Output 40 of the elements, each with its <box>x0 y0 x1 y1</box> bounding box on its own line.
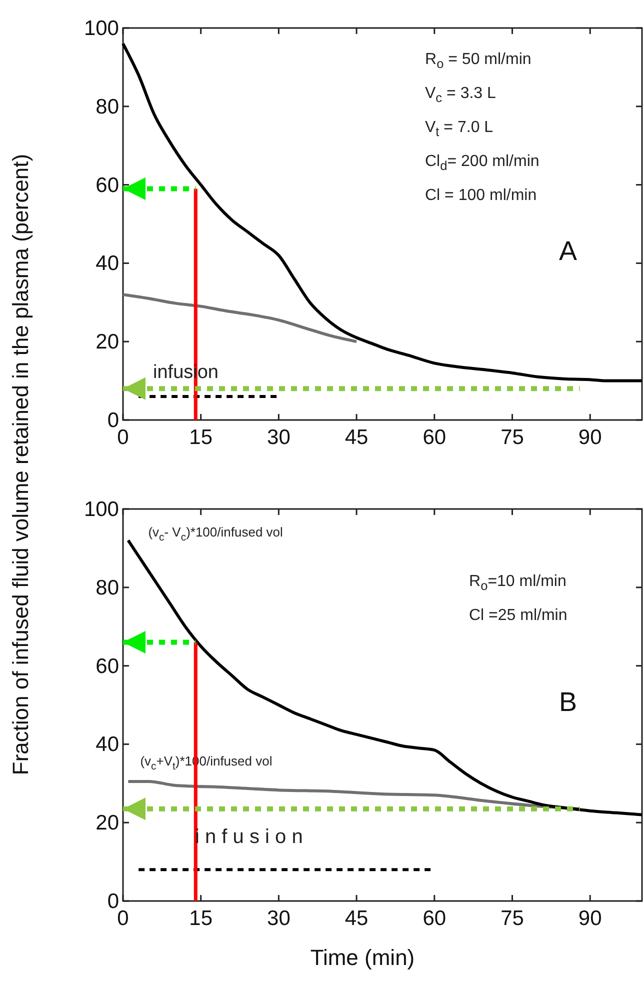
annotation: i n f u s i o n <box>195 826 303 848</box>
text: A <box>558 236 578 266</box>
y-tick-label: 100 <box>84 17 119 40</box>
annotation: V$_{c}$ = 3.3 L <box>425 85 496 106</box>
text: B <box>558 687 578 717</box>
y-tick-label: 60 <box>96 174 119 197</box>
line-series <box>122 293 358 344</box>
annotation: R$_{o}$ = 50 ml/min <box>425 51 532 72</box>
y-tick-label: 40 <box>96 733 119 756</box>
series-label: (v$_{c}$- V$_{c}$)*100/infused vol <box>148 524 284 543</box>
y-tick-label: 80 <box>96 576 119 600</box>
x-tick-label: 15 <box>189 426 213 449</box>
y-tick-label: 0 <box>107 409 119 432</box>
annotation: Cl$_{d}$= 200 ml/min <box>425 153 540 174</box>
annotation: Cl = 100 ml/min <box>425 187 537 204</box>
x-tick-label: 90 <box>578 426 602 449</box>
annotation: Cl =25 ml/min <box>469 607 568 624</box>
x-tick-label: 75 <box>500 907 524 930</box>
x-tick-label: 60 <box>422 426 446 449</box>
x-tick-label: 15 <box>189 907 213 930</box>
y-tick-label: 100 <box>84 498 119 521</box>
y-tick-label: 20 <box>96 812 119 835</box>
y-tick-label: 40 <box>96 252 119 276</box>
x-tick-label: 30 <box>267 426 290 449</box>
y-tick-label: 0 <box>107 890 119 913</box>
y-tick-label: 20 <box>96 330 119 354</box>
y-tick-label: 80 <box>96 95 119 118</box>
x-tick-label: 90 <box>578 907 602 930</box>
annotation: R$_{o}$=10 ml/min <box>469 573 566 594</box>
x-tick-label: 45 <box>344 426 368 449</box>
y-tick-label: 60 <box>96 654 119 678</box>
line-series <box>126 780 582 810</box>
x-tick-label: 75 <box>500 426 524 449</box>
line-series <box>122 42 644 382</box>
x-tick-label: 30 <box>267 907 290 930</box>
y-axis-title: Fraction of infused fluid volume retained in the plasma (percent) <box>8 154 33 776</box>
x-axis-title: Time (min) <box>310 945 415 970</box>
x-tick-label: 60 <box>422 907 446 930</box>
x-tick-label: 45 <box>344 907 368 930</box>
annotation: V$_{t}$ = 7.0 L <box>425 119 494 140</box>
